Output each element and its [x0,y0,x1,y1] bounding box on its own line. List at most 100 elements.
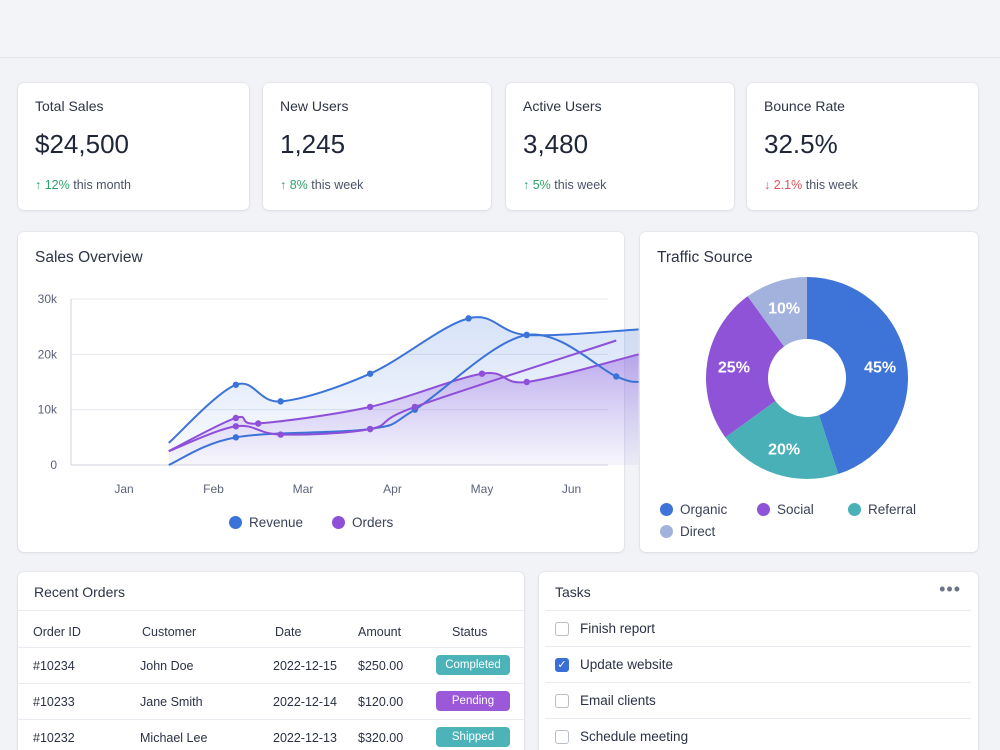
stat-card-active-users: Active Users 3,480 ↑ 5% this week [506,83,734,210]
trend-change: 8% [289,178,308,192]
order-id: #10233 [33,695,75,709]
data-point[interactable] [277,431,284,438]
order-amount: $320.00 [358,731,404,745]
x-tick-label: Feb [203,482,224,496]
data-point[interactable] [277,398,284,405]
donut-slice-direct[interactable] [747,277,807,347]
trend-change: 5% [532,178,551,192]
social-legend-dot [757,503,770,516]
data-point[interactable] [366,370,374,377]
donut-slice-organic[interactable] [807,277,908,475]
column-header-date[interactable]: Date [275,625,302,639]
data-point[interactable] [366,403,374,411]
y-tick-label: 0 [50,458,57,472]
trend-period: this week [805,178,858,192]
stat-trend: ↑ 8% this week [280,178,363,192]
stat-trend: ↑ 12% this month [35,178,131,192]
x-tick-label: Jan [114,482,133,496]
sales-line-chart: 0 10k 20k 30k Jan Feb Mar Apr May Jun [38,292,639,496]
data-point[interactable] [232,381,240,388]
legend-label: Direct [680,524,716,539]
direct-legend-dot [660,525,673,538]
task-item[interactable]: Schedule meeting [545,718,971,750]
stat-trend: ↓ 2.1% this week [764,178,858,192]
sales-overview-card: Sales Overview 0 10k 20k 30k Jan Feb Mar Apr May… [18,232,639,552]
data-point[interactable] [613,373,620,380]
status-badge: Pending [436,691,510,711]
legend-label: Orders [352,515,394,530]
donut-slice-referral[interactable] [725,400,839,479]
order-date: 2022-12-14 [273,695,337,709]
stat-label: New Users [280,98,349,114]
stat-card-total-sales: Total Sales $24,500 ↑ 12% this month [18,83,249,210]
order-id: #10234 [33,659,75,673]
traffic-donut-chart: 45% 20% 25% 10% [706,277,908,479]
legend-label: Revenue [249,515,304,530]
order-id: #10232 [33,731,75,745]
trend-period: this week [311,178,364,192]
orders-legend-dot [332,516,345,529]
data-point[interactable] [523,378,530,386]
legend-revenue[interactable]: Revenue [229,515,303,530]
x-tick-label: Mar [293,482,314,496]
task-label: Update website [580,657,674,672]
data-point[interactable] [232,423,240,430]
more-options-icon[interactable]: ••• [939,579,961,599]
legend-orders[interactable]: Orders [332,515,393,530]
data-point[interactable] [366,425,374,433]
legend-organic[interactable]: Organic [660,502,727,517]
data-point[interactable] [232,414,240,422]
data-point[interactable] [478,370,486,377]
trend-period: this month [73,178,131,192]
data-point[interactable] [232,434,240,441]
stat-value: 3,480 [523,129,589,159]
column-header-status[interactable]: Status [452,625,488,639]
recent-orders-card: Recent Orders Order ID Customer Date Amo… [18,572,524,750]
table-row[interactable]: #10234 John Doe 2022-12-15 $250.00 Compl… [18,647,524,683]
data-point[interactable] [465,315,472,322]
data-point[interactable] [523,331,530,339]
data-point[interactable] [411,403,419,411]
stat-card-bounce-rate: Bounce Rate 32.5% ↓ 2.1% this week [747,83,978,210]
x-tick-label: May [471,482,494,496]
donut-slice-social[interactable] [706,296,785,438]
status-badge: Shipped [436,727,510,747]
column-header-order-id[interactable]: Order ID [33,625,81,639]
legend-social[interactable]: Social [757,502,814,517]
trend-up-icon: ↑ [280,178,287,192]
stat-value: 32.5% [764,129,838,159]
stat-value: 1,245 [280,129,346,159]
task-item[interactable]: Email clients [545,682,971,718]
task-checkbox[interactable] [555,730,569,744]
order-amount: $120.00 [358,695,404,709]
series-area-1 [168,354,639,465]
referral-legend-dot [848,503,861,516]
customer-name: Michael Lee [140,731,208,745]
task-checkbox-checked[interactable]: ✓ [555,658,569,672]
legend-direct[interactable]: Direct [660,524,715,539]
table-row[interactable]: #10232 Michael Lee 2022-12-13 $320.00 Sh… [18,719,524,750]
slice-label: 45% [864,359,896,376]
task-item[interactable]: ✓ Update website [545,646,971,682]
data-point[interactable] [255,420,262,427]
y-tick-label: 20k [38,347,58,361]
revenue-legend-dot [229,516,242,529]
x-tick-label: Apr [383,482,402,496]
legend-referral[interactable]: Referral [848,502,916,517]
tasks-title: Tasks [555,584,591,600]
task-checkbox[interactable] [555,694,569,708]
legend-label: Referral [868,502,917,517]
legend-label: Social [777,502,814,517]
task-item[interactable]: Finish report [545,610,971,646]
trend-up-icon: ↑ [35,178,42,192]
task-label: Email clients [580,693,656,708]
task-checkbox[interactable] [555,622,569,636]
stat-card-new-users: New Users 1,245 ↑ 8% this week [263,83,491,210]
column-header-customer[interactable]: Customer [142,625,197,639]
stat-value: $24,500 [35,129,129,159]
organic-legend-dot [660,503,673,516]
stat-label: Total Sales [35,98,104,114]
stat-label: Active Users [523,98,602,114]
table-row[interactable]: #10233 Jane Smith 2022-12-14 $120.00 Pen… [18,683,524,719]
column-header-amount[interactable]: Amount [358,625,402,639]
